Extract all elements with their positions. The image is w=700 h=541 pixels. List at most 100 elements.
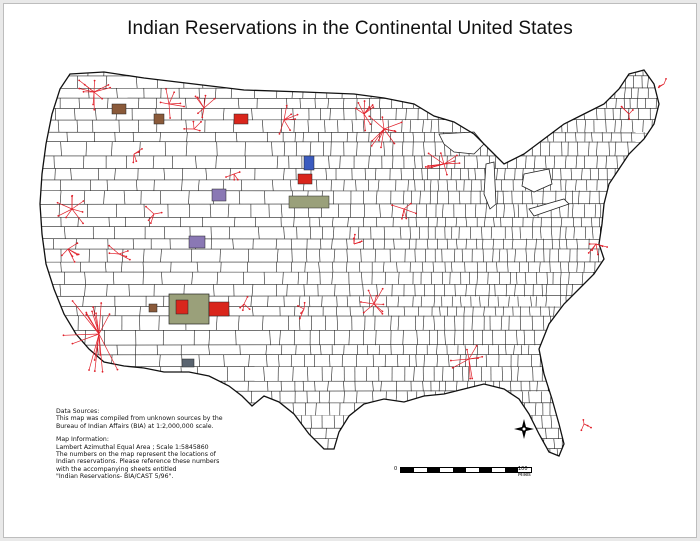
reservation-marker-ray xyxy=(382,117,385,130)
reservation-marker-dot xyxy=(657,86,660,89)
reservation-marker-ray xyxy=(168,102,181,105)
reservation-marker-ray xyxy=(193,128,200,131)
reservation-marker-dot xyxy=(82,200,85,202)
reservation-marker-ray xyxy=(203,95,206,109)
scale-bar-graphic xyxy=(400,467,532,473)
reservation-marker-dot xyxy=(57,214,60,217)
reservation-marker-dot xyxy=(415,212,417,215)
reservation-marker-ray xyxy=(663,78,667,85)
reservation-marker-ray xyxy=(283,118,296,121)
reservation-marker-dot xyxy=(439,152,442,155)
reservation-marker-dot xyxy=(449,359,452,362)
reservation-marker-ray xyxy=(371,128,385,147)
reservation-marker-dot xyxy=(588,243,591,245)
reservation-marker-ray xyxy=(168,92,175,105)
reservation-marker-ray xyxy=(283,114,298,121)
reservation-marker-ray xyxy=(67,248,79,255)
reservation-marker-dot xyxy=(77,253,80,256)
data-sources-line-1: This map was compiled from unknown sourc… xyxy=(56,415,223,423)
reservation-marker-dot xyxy=(278,132,281,135)
lake-michigan xyxy=(483,161,497,210)
reservation-marker-dot xyxy=(85,311,88,314)
reservation-marker-dot xyxy=(238,171,241,173)
reservation-marker-ray xyxy=(369,115,385,130)
reservation-marker-dot xyxy=(107,84,110,86)
map-info-line-4: with the accompanying sheets entitled xyxy=(56,465,177,473)
reservation-marker-dot xyxy=(236,178,239,181)
reservation-marker-dot xyxy=(92,103,95,106)
reservation-marker-dot xyxy=(65,216,67,219)
reservation-marker-dot xyxy=(95,312,97,315)
reservation-marker-ray xyxy=(93,91,103,100)
map-sheet: Indian Reservations in the Continental U… xyxy=(3,3,697,538)
reservation-marker-dot xyxy=(183,127,186,130)
reservation-marker-ray xyxy=(203,98,215,109)
reservation-marker-ray xyxy=(72,333,100,344)
reservation-marker-dot xyxy=(367,289,370,292)
reservation-marker-dot xyxy=(382,303,385,306)
reservation-marker-ray xyxy=(299,308,305,319)
reservation-marker-dot xyxy=(93,79,96,82)
reservation-marker-ray xyxy=(621,106,630,115)
map-title: Indian Reservations in the Continental U… xyxy=(127,18,573,39)
reservation-marker-ray xyxy=(297,305,305,310)
reservation-marker-ray xyxy=(403,208,407,219)
reservation-marker-dot xyxy=(248,308,251,310)
reservation-marker-dot xyxy=(375,294,378,297)
reservation-area-wy xyxy=(211,188,227,202)
reservation-area-navajo xyxy=(168,293,210,325)
reservation-marker-ray xyxy=(148,213,155,221)
reservation-marker-dot xyxy=(101,370,104,373)
reservation-marker-ray xyxy=(88,333,100,371)
reservation-marker-ray xyxy=(165,88,170,105)
reservation-marker-dot xyxy=(213,97,216,100)
reservation-marker-dot xyxy=(471,377,474,380)
reservation-marker-ray xyxy=(283,119,291,131)
reservation-marker-ray xyxy=(403,208,417,214)
reservation-marker-dot xyxy=(141,147,143,150)
reservation-marker-ray xyxy=(363,113,366,131)
reservation-marker-dot xyxy=(92,306,95,309)
reservation-marker-ray xyxy=(233,173,239,180)
reservation-area-ut xyxy=(188,235,206,249)
reservation-marker-dot xyxy=(88,369,90,371)
reservation-marker-dot xyxy=(109,86,112,89)
reservation-marker-dot xyxy=(582,418,585,421)
reservation-area-sd-3 xyxy=(288,195,330,209)
reservation-marker-dot xyxy=(424,166,427,168)
reservation-marker-ray xyxy=(443,155,458,165)
reservation-marker-dot xyxy=(93,108,96,111)
reservation-marker-dot xyxy=(85,313,88,316)
reservation-marker-dot xyxy=(620,105,623,108)
reservation-marker-ray xyxy=(353,234,356,245)
map-info-line-1: Lambert Azimuthal Equal Area ; Scale 1:5… xyxy=(56,443,209,451)
reservation-marker-dot xyxy=(665,77,667,80)
reservation-marker-ray xyxy=(71,200,84,210)
reservation-marker-ray xyxy=(450,358,470,361)
reservation-marker-dot xyxy=(100,302,103,304)
reservation-marker-dot xyxy=(116,368,119,371)
reservation-area-sd-1 xyxy=(303,155,315,171)
reservation-marker-dot xyxy=(360,301,362,303)
reservation-marker-ray xyxy=(355,108,365,115)
reservation-marker-ray xyxy=(360,301,375,305)
reservation-area-id xyxy=(153,113,165,125)
reservation-marker-dot xyxy=(360,240,363,243)
reservation-marker-ray xyxy=(595,243,599,255)
us-outline-fill xyxy=(40,70,659,456)
reservation-marker-dot xyxy=(400,121,403,124)
reservation-marker-dot xyxy=(426,167,429,169)
scale-bar: 0 100 Miles xyxy=(394,466,534,481)
reservation-marker-ray xyxy=(98,303,102,335)
reservation-marker-dot xyxy=(357,102,360,104)
reservation-marker-dot xyxy=(394,130,397,133)
reservation-marker-dot xyxy=(76,242,79,245)
reservation-marker-ray xyxy=(368,290,375,305)
reservation-marker-dot xyxy=(381,312,384,315)
reservation-marker-dot xyxy=(132,161,135,164)
reservation-marker-ray xyxy=(72,300,100,335)
reservation-marker-ray xyxy=(79,88,95,93)
reservation-marker-dot xyxy=(125,255,128,258)
reservation-marker-dot xyxy=(78,87,81,90)
reservation-marker-ray xyxy=(583,423,592,428)
